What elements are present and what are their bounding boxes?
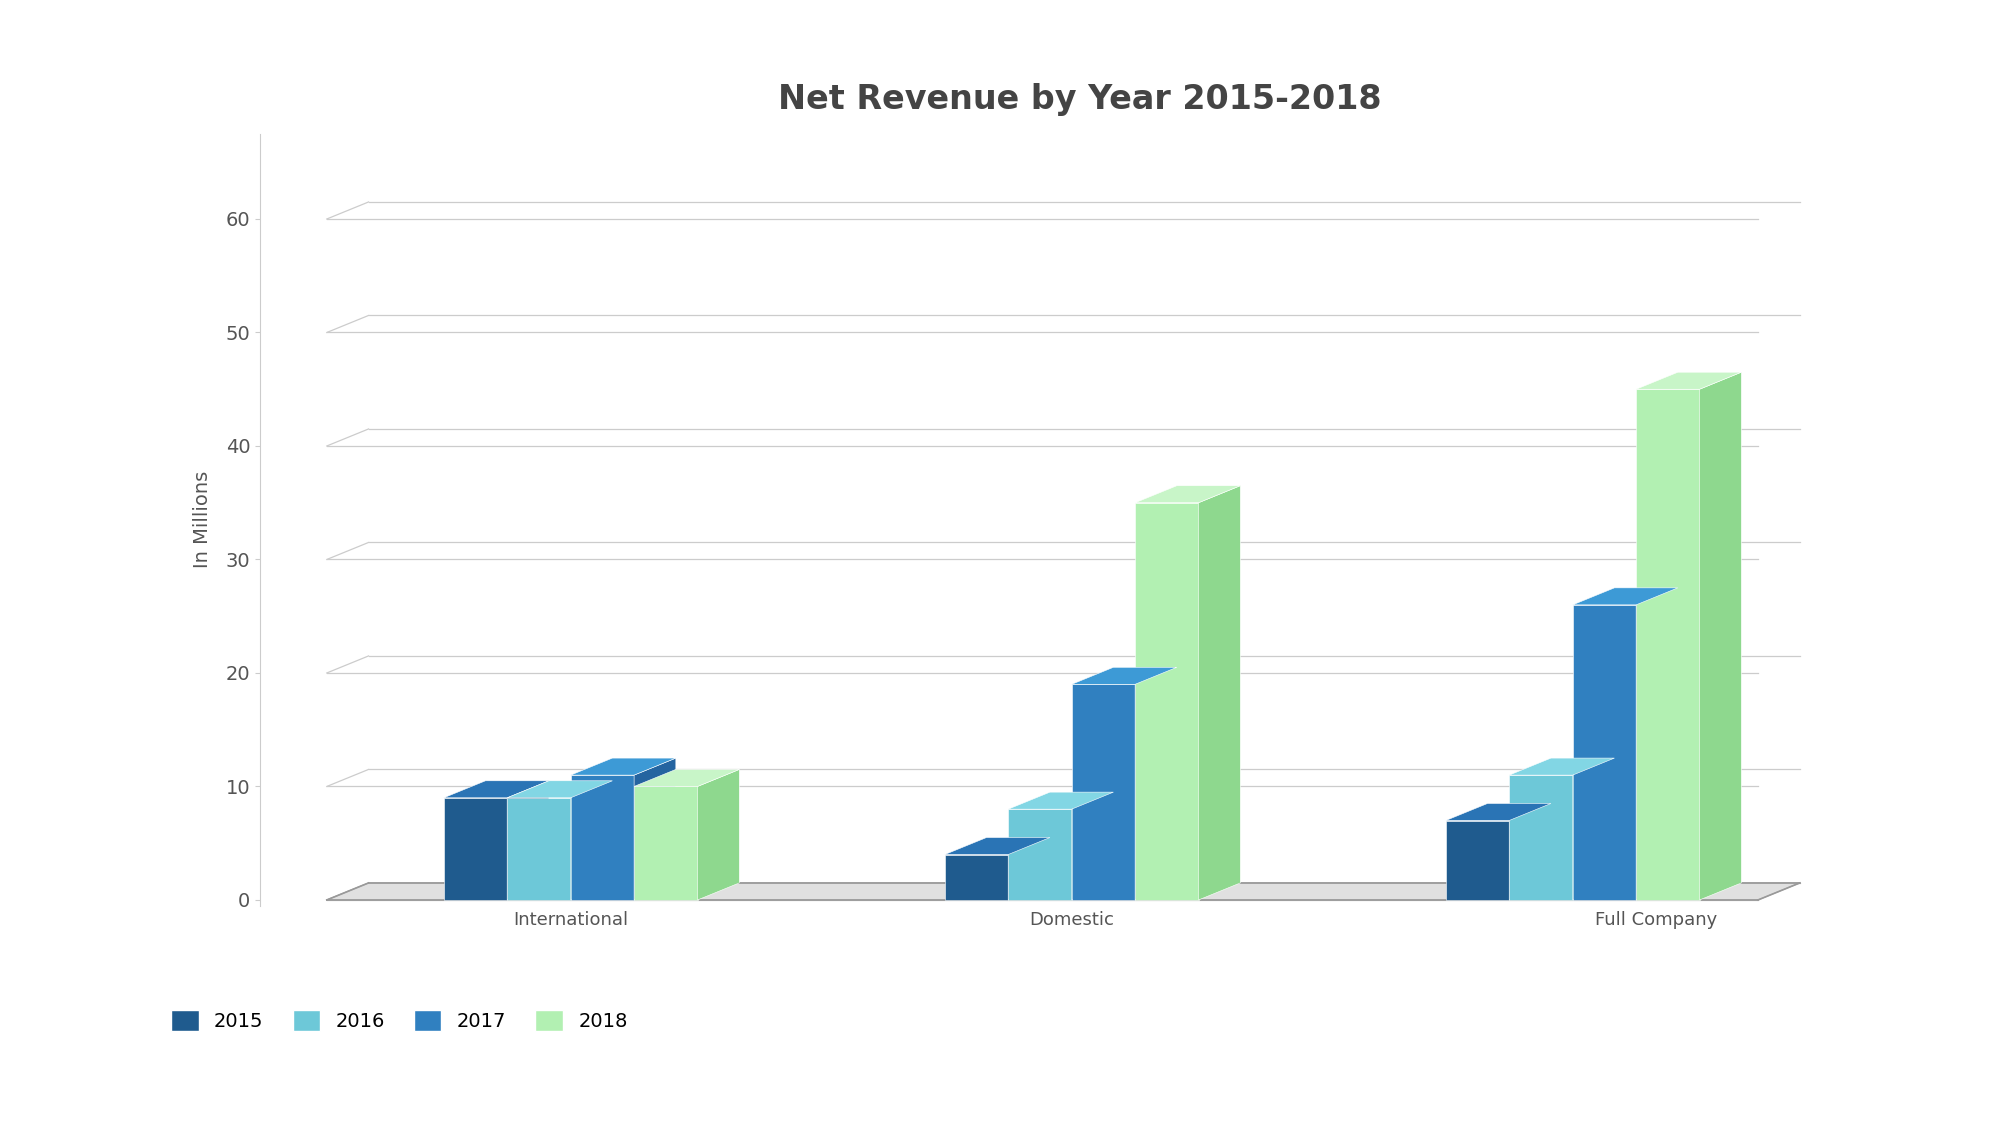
Polygon shape [1510,803,1550,900]
Text: International: International [514,911,628,929]
Text: Full Company: Full Company [1596,911,1718,929]
Polygon shape [1510,758,1614,775]
Text: -Domestic CARG @ 64%: -Domestic CARG @ 64% [50,993,398,1019]
Polygon shape [1572,588,1678,605]
Bar [1072,684,1136,900]
Text: GROWTH TRENDS IN REVENUE BY REGION: GROWTH TRENDS IN REVENUE BY REGION [50,37,766,66]
Polygon shape [1636,372,1742,389]
Polygon shape [1198,486,1240,900]
Polygon shape [508,781,548,900]
Bar [508,798,570,900]
Polygon shape [698,770,740,900]
Polygon shape [1008,837,1050,900]
Polygon shape [570,781,612,900]
Bar [570,775,634,900]
Bar [634,786,698,900]
Polygon shape [634,770,740,786]
Polygon shape [1572,758,1614,900]
Polygon shape [944,837,1050,855]
Polygon shape [1700,372,1742,900]
Polygon shape [1008,792,1114,809]
Title: Net Revenue by Year 2015-2018: Net Revenue by Year 2015-2018 [778,83,1382,116]
Bar [1636,389,1700,900]
Text: -International CARG @ 18%: -International CARG @ 18% [50,1056,454,1082]
Bar [1510,775,1572,900]
Text: Domestic: Domestic [1030,911,1114,929]
Polygon shape [570,758,676,775]
Polygon shape [634,758,676,900]
Polygon shape [1136,667,1176,900]
Bar [944,855,1008,900]
Text: CELSIUS: CELSIUS [1788,37,1930,66]
Polygon shape [1136,486,1240,503]
Polygon shape [1072,667,1176,684]
Polygon shape [1446,803,1550,820]
Bar [1572,605,1636,900]
Legend: 2015, 2016, 2017, 2018: 2015, 2016, 2017, 2018 [172,1010,628,1030]
Polygon shape [326,883,1800,900]
Bar [1008,809,1072,900]
Bar [444,798,508,900]
Polygon shape [1072,792,1114,900]
Polygon shape [1636,588,1678,900]
Bar [1136,503,1198,900]
Bar [1446,820,1510,900]
Polygon shape [444,781,548,798]
Y-axis label: In Millions: In Millions [192,471,212,568]
Polygon shape [508,781,612,798]
